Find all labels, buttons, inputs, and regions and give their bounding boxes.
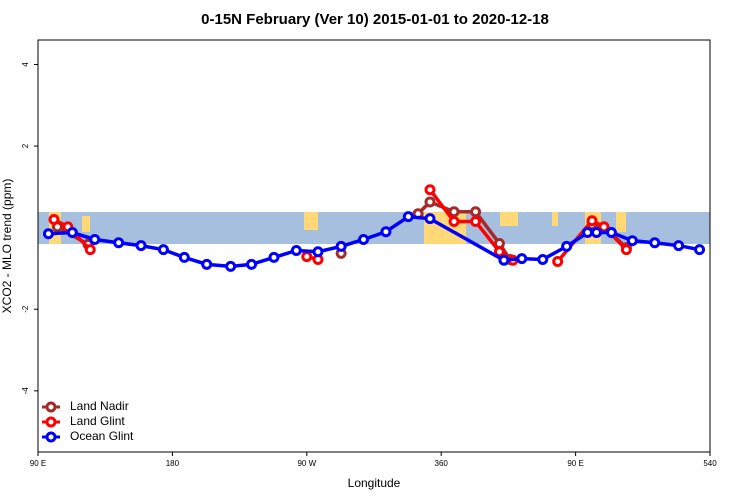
data-point [312,246,324,258]
data-point [470,206,482,218]
land-patch [500,212,518,226]
land-patch [82,216,90,232]
data-point [380,226,392,238]
x-tick-label: 90 E [567,459,583,468]
y-tick-label: 2 [21,143,30,148]
plot-frame [37,39,711,453]
data-point [598,221,610,233]
legend-label: Land Nadir [70,399,129,413]
data-point [290,244,302,256]
data-point [586,215,598,227]
data-point [301,251,313,263]
x-tick-label: 180 [166,459,180,468]
data-point [424,196,436,208]
data-point [694,244,706,256]
data-point [84,244,96,256]
data-point [157,244,169,256]
data-point [402,211,414,223]
y-tick-label: -2 [21,305,30,313]
y-axis-label: XCO2 - MLO trend (ppm) [0,179,14,314]
data-point [66,227,78,239]
data-point [649,237,661,249]
x-tick-label: 360 [435,459,449,468]
data-point [335,240,347,252]
data-point [605,227,617,239]
land-patch [552,212,558,226]
data-point [620,244,632,256]
data-point [493,246,505,258]
data-point [498,254,510,266]
data-point [424,213,436,225]
data-point [268,251,280,263]
y-tick-label: 4 [21,62,30,67]
legend-label: Land Glint [70,414,125,428]
data-point [537,253,549,265]
data-point [470,216,482,228]
data-point [42,228,54,240]
legend-swatch [45,416,57,428]
data-point [424,184,436,196]
legend-swatch [45,401,57,413]
data-point [448,216,460,228]
data-point [516,253,528,265]
data-point [448,206,460,218]
data-point [561,240,573,252]
legend-label: Ocean Glint [70,429,134,443]
data-point [201,258,213,270]
data-point [89,233,101,245]
x-tick-label: 90 E [30,459,46,468]
data-point [626,235,638,247]
data-point [673,240,685,252]
data-point [113,237,125,249]
legend-swatch [45,431,57,443]
y-tick-label: -4 [21,387,30,395]
x-tick-label: 90 W [297,459,316,468]
x-axis-label: Longitude [348,476,401,490]
chart-title: 0-15N February (Ver 10) 2015-01-01 to 20… [201,11,549,28]
land-patch [304,212,318,230]
data-point [358,233,370,245]
x-tick-label: 540 [703,459,717,468]
data-point [552,256,564,268]
data-point [178,251,190,263]
data-point [246,258,258,270]
land-patch [616,212,626,232]
data-point [135,240,147,252]
data-point [48,213,60,225]
data-point [591,227,603,239]
data-point [225,260,237,272]
data-point [582,227,594,239]
